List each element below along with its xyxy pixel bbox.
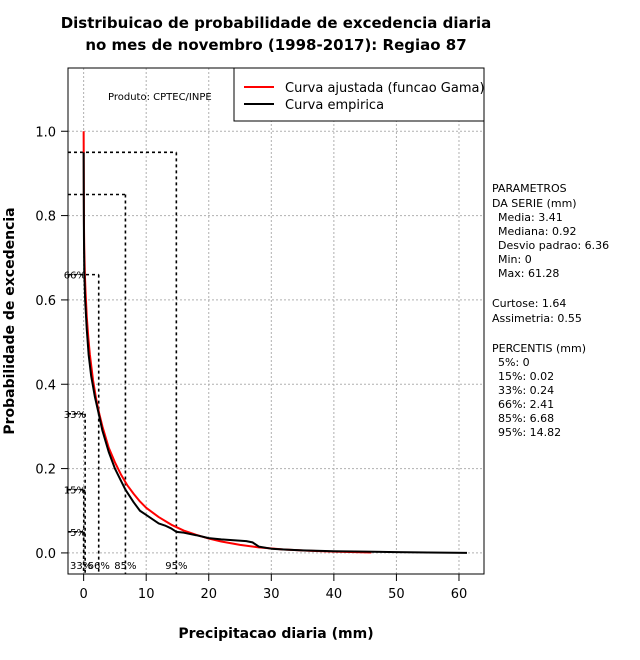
percentile-label-y: 66% xyxy=(64,271,86,282)
source-note: Produto: CPTEC/INPE xyxy=(108,92,212,103)
y-tick-label: 0.0 xyxy=(35,547,56,562)
y-tick-label: 1.0 xyxy=(35,125,56,140)
y-tick-label: 0.2 xyxy=(35,463,56,478)
x-tick-label: 0 xyxy=(79,587,87,602)
percentile-guides xyxy=(68,151,178,574)
param-desvio: Desvio padrao: 6.36 xyxy=(498,239,609,252)
percentile-label-y: 5% xyxy=(70,528,86,539)
percentil-95: 95%: 14.82 xyxy=(498,426,561,439)
x-tick-label: 40 xyxy=(326,587,343,602)
x-tick-label: 60 xyxy=(451,587,468,602)
percentis-header: PERCENTIS (mm) xyxy=(492,342,586,355)
percentile-labels: 66%33%15%5%33%66% 85% 95% xyxy=(64,271,188,572)
x-axis-title: Precipitacao diaria (mm) xyxy=(178,626,373,642)
percentile-label-x: 66% xyxy=(88,561,110,572)
x-tick-label: 50 xyxy=(388,587,405,602)
percentile-label-y: 33% xyxy=(64,410,86,421)
params-header-line-2: DA SERIE (mm) xyxy=(492,197,577,210)
percentil-33: 33%: 0.24 xyxy=(498,384,554,397)
legend-label-empirical: Curva empirica xyxy=(285,98,384,113)
y-tick-label: 0.6 xyxy=(35,294,56,309)
param-mediana: Mediana: 0.92 xyxy=(498,225,576,238)
percentile-label-y: 15% xyxy=(64,486,86,497)
x-tick-label: 20 xyxy=(200,587,217,602)
y-axis: 0.0 0.2 0.4 0.6 0.8 1.0 xyxy=(35,125,68,562)
side-panel: PARAMETROS DA SERIE (mm) Media: 3.41 Med… xyxy=(492,182,609,439)
stat-curtose: Curtose: 1.64 xyxy=(492,297,566,310)
percentil-66: 66%: 2.41 xyxy=(498,398,554,411)
y-tick-label: 0.4 xyxy=(35,378,56,393)
y-tick-label: 0.8 xyxy=(35,210,56,225)
percentil-5: 5%: 0 xyxy=(498,356,530,369)
legend-box xyxy=(233,67,485,122)
param-max: Max: 61.28 xyxy=(498,267,559,280)
param-min: Min: 0 xyxy=(498,253,532,266)
percentil-15: 15%: 0.02 xyxy=(498,370,554,383)
series xyxy=(82,131,467,554)
x-tick-label: 10 xyxy=(138,587,155,602)
x-axis: 0 10 20 30 40 50 60 xyxy=(79,574,467,602)
series-line-empirical xyxy=(82,152,467,554)
percentile-label-x: 85% xyxy=(114,561,136,572)
legend-label-fitted: Curva ajustada (funcao Gama) xyxy=(285,81,485,96)
params-header-line-1: PARAMETROS xyxy=(492,182,567,195)
chart-title-line-1: Distribuicao de probabilidade de exceden… xyxy=(61,14,492,32)
percentile-label-x: 33% xyxy=(70,561,92,572)
chart-title-line-2: no mes de novembro (1998-2017): Regiao 8… xyxy=(85,36,466,54)
percentile-label-x: 95% xyxy=(165,561,187,572)
y-axis-title: Probabilidade de excedencia xyxy=(2,207,18,434)
percentil-85: 85%: 6.68 xyxy=(498,412,554,425)
series-line-fitted xyxy=(82,131,372,554)
legend: Curva ajustada (funcao Gama) Curva empir… xyxy=(233,67,485,122)
x-tick-label: 30 xyxy=(263,587,280,602)
stat-assimetria: Assimetria: 0.55 xyxy=(492,312,582,325)
param-media: Media: 3.41 xyxy=(498,211,563,224)
